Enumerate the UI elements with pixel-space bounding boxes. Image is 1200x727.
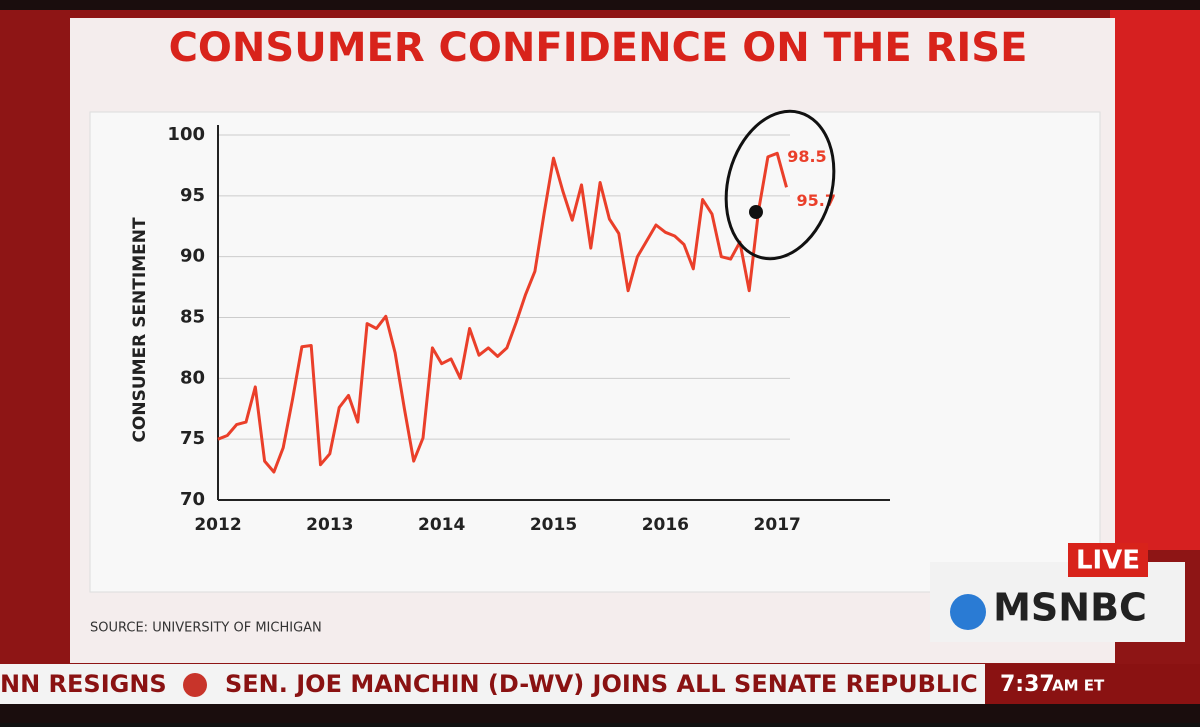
chart-title: CONSUMER CONFIDENCE ON THE RISE bbox=[169, 25, 1028, 71]
clock-box bbox=[985, 664, 1200, 704]
peacock-icon bbox=[950, 594, 986, 630]
plot: 70 75 80 85 90 95 100 2012 2013 2014 2015 2016 2017 9… bbox=[167, 109, 890, 535]
y-tick-label: 70 bbox=[180, 489, 205, 510]
x-tick-label: 2013 bbox=[306, 515, 353, 535]
y-tick-label: 90 bbox=[180, 246, 205, 267]
x-tick-label: 2016 bbox=[642, 515, 689, 535]
y-axis-label: CONSUMER SENTIMENT bbox=[130, 217, 150, 443]
live-label: LIVE bbox=[1076, 546, 1140, 576]
y-tick-label: 75 bbox=[180, 428, 205, 449]
y-tick-label: 95 bbox=[180, 185, 205, 206]
y-tick-label: 80 bbox=[180, 367, 205, 388]
y-tick-label: 100 bbox=[167, 124, 205, 145]
y-tick-label: 85 bbox=[180, 307, 205, 328]
source: SOURCE: UNIVERSITY OF MICHIGAN bbox=[90, 621, 322, 636]
x-tick-label: 2017 bbox=[754, 515, 801, 535]
ticker-icon bbox=[183, 673, 207, 697]
x-tick-label: 2014 bbox=[418, 515, 465, 535]
live-badge bbox=[1068, 543, 1148, 577]
data-line bbox=[217, 151, 788, 474]
x-tick-label: 2012 bbox=[194, 515, 241, 535]
network-logo: MSNBC bbox=[993, 586, 1147, 630]
annotation-circle bbox=[724, 109, 836, 261]
data-label: 95.7 bbox=[797, 191, 836, 210]
data-label: 98.5 bbox=[787, 147, 826, 166]
side-panel bbox=[1110, 10, 1200, 550]
clock-zone: AM ET bbox=[1052, 677, 1105, 695]
ticker-text: NN RESIGNS bbox=[0, 670, 167, 698]
annotation-dot bbox=[749, 205, 763, 219]
plot-panel bbox=[89, 111, 1101, 593]
x-tick-label: 2015 bbox=[530, 515, 577, 535]
ticker-text: SEN. JOE MANCHIN (D-WV) JOINS ALL SENATE… bbox=[225, 670, 978, 698]
clock-time: 7:37 bbox=[1000, 672, 1055, 697]
